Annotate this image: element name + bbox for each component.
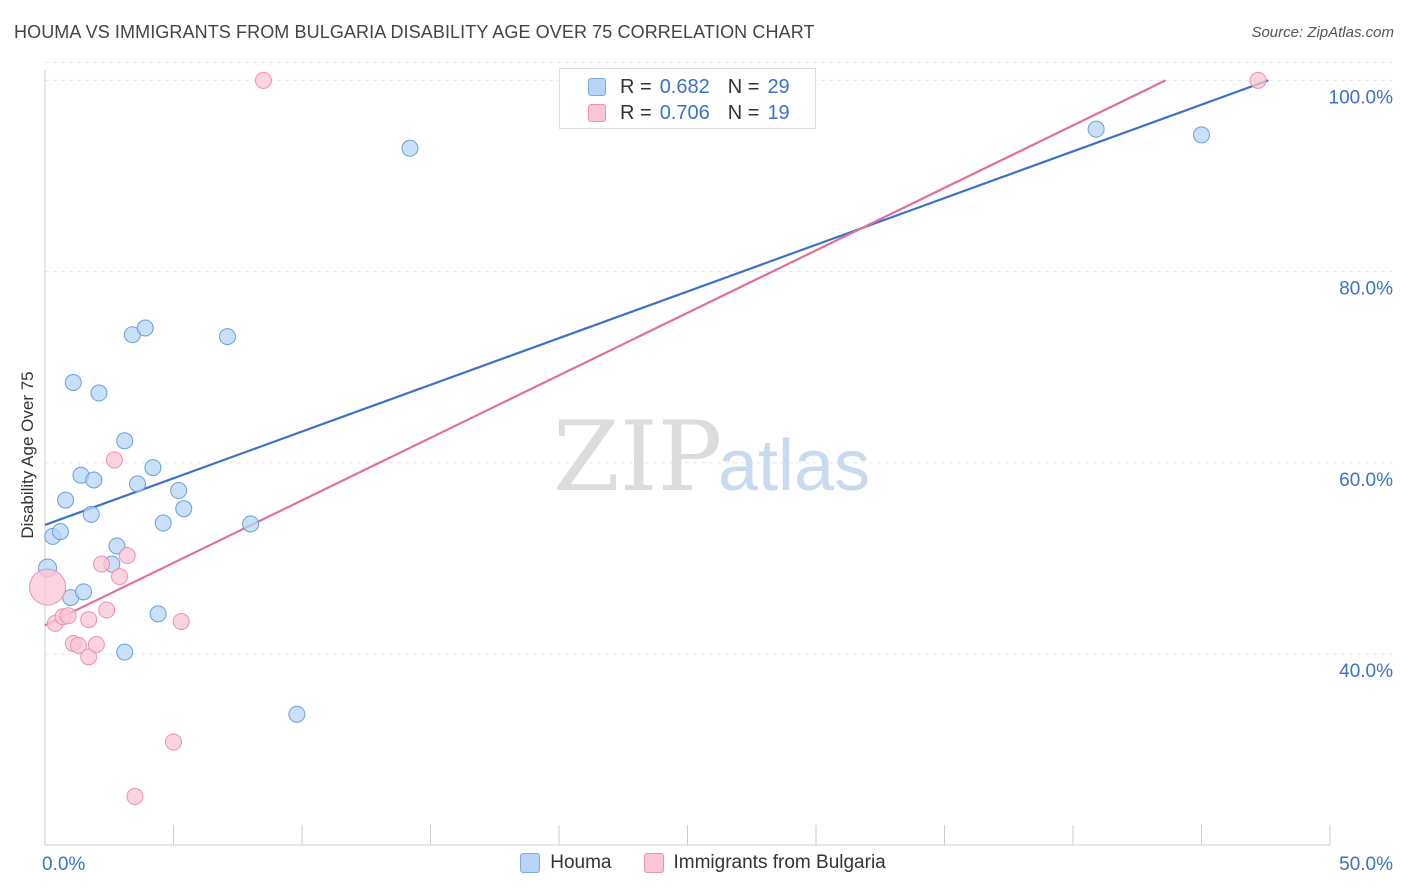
bulgaria-point (118, 547, 136, 565)
gridlines (45, 61, 1392, 655)
bulgaria-point (98, 601, 116, 619)
houma-point (144, 459, 162, 477)
y-tick-label: 40.0% (1339, 661, 1393, 682)
axes (44, 70, 1331, 846)
n-value: 29 (767, 75, 790, 98)
watermark-zip: ZIP (553, 401, 722, 513)
r-value: 0.682 (659, 75, 710, 98)
bulgaria-point (80, 648, 98, 666)
houma-swatch (520, 853, 541, 873)
houma-point (82, 505, 100, 523)
legend-label-houma: Houma (550, 852, 612, 873)
data-points (29, 71, 1267, 805)
bulgaria-point (105, 451, 123, 469)
houma-point (57, 491, 75, 509)
bulgaria-point (59, 607, 77, 625)
source-label: Source: ZipAtlas.com (1251, 24, 1394, 41)
bulgaria-swatch (643, 853, 664, 873)
houma-point (170, 482, 188, 500)
bulgaria-point (126, 787, 144, 805)
houma-point (1193, 126, 1210, 144)
x-tick-label: 0.0% (42, 854, 85, 875)
houma-trend-line (44, 79, 1269, 526)
houma-point (75, 583, 93, 601)
bulgaria-point (1249, 71, 1267, 89)
y-tick-label: 80.0% (1339, 279, 1393, 300)
legend-item-houma[interactable]: Houma (520, 852, 612, 874)
trend-lines (44, 79, 1269, 627)
houma-point (242, 515, 260, 533)
houma-point (218, 328, 236, 346)
y-axis-title: Disability Age Over 75 (18, 371, 37, 538)
bulgaria-point (87, 635, 105, 653)
houma-point (90, 384, 108, 402)
houma-point (85, 471, 103, 489)
houma-point (116, 643, 134, 661)
legend-label-bulgaria: Immigrants from Bulgaria (673, 852, 886, 873)
r-label: R = (620, 101, 652, 124)
houma-point (1087, 120, 1105, 138)
houma-point (149, 605, 167, 623)
correlation-legend: R = 0.682 N = 29 R = 0.706 N = 19 (559, 68, 816, 129)
n-label: N = (727, 101, 760, 124)
x-tick-label: 50.0% (1339, 854, 1393, 875)
legend-row-bulgaria: R = 0.706 N = 19 (588, 101, 808, 125)
n-value: 19 (767, 101, 790, 124)
houma-point (401, 139, 419, 157)
houma-swatch (588, 78, 606, 96)
bulgaria-point (254, 71, 272, 89)
houma-point (154, 514, 172, 532)
watermark-atlas: atlas (718, 426, 870, 506)
r-value: 0.706 (659, 101, 710, 124)
bulgaria-point (80, 611, 98, 629)
n-label: N = (727, 75, 760, 98)
bulgaria-trend-line (44, 79, 1167, 627)
y-tick-label: 60.0% (1339, 470, 1393, 491)
houma-point (51, 523, 69, 541)
bulgaria-point (69, 636, 87, 654)
bulgaria-swatch (588, 104, 606, 122)
houma-point (116, 432, 134, 450)
legend-row-houma: R = 0.682 N = 29 (588, 75, 808, 99)
bulgaria-point (172, 612, 190, 630)
bulgaria-point (111, 568, 129, 586)
y-tick-label: 100.0% (1329, 87, 1394, 108)
legend-item-bulgaria[interactable]: Immigrants from Bulgaria (643, 852, 886, 874)
bulgaria-point (93, 555, 111, 573)
bulgaria-point (165, 733, 182, 751)
bulgaria-point (29, 568, 67, 606)
houma-point (175, 500, 193, 518)
r-label: R = (620, 75, 652, 98)
houma-point (129, 475, 147, 493)
houma-point (64, 373, 82, 391)
houma-point (136, 319, 154, 337)
chart-title: HOUMA VS IMMIGRANTS FROM BULGARIA DISABI… (14, 22, 815, 42)
houma-point (288, 705, 306, 723)
series-legend: Houma Immigrants from Bulgaria (0, 852, 1406, 874)
tick-labels: 40.0% 60.0% 80.0% 100.0% 0.0% 50.0% (42, 87, 1393, 875)
